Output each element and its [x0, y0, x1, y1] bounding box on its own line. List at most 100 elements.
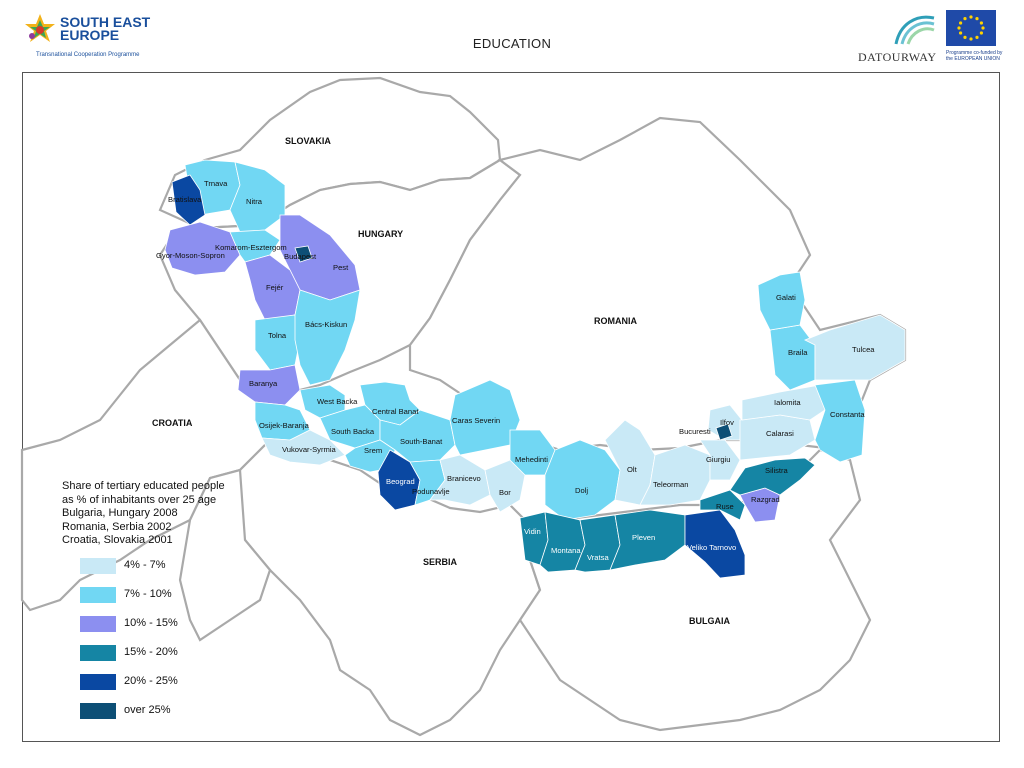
region-bratislava[interactable] [171, 174, 206, 226]
eu-stars-icon [957, 15, 985, 41]
legend-swatch [80, 703, 116, 719]
region-budapest[interactable] [294, 245, 313, 263]
region-baranya[interactable] [237, 364, 301, 406]
label-ialomita: Ialomita [774, 398, 801, 407]
legend-label: 7% - 10% [124, 588, 172, 600]
label-beograd: Beograd [386, 477, 415, 486]
label-mehedinti: Mehedinti [515, 455, 548, 464]
eu-caption: Programme co-funded by the EUROPEAN UNIO… [946, 50, 1003, 62]
label-constanta: Constanta [830, 410, 865, 419]
region-galati[interactable] [757, 271, 806, 331]
label-ilfov: Ilfov [720, 418, 734, 427]
label-silistra: Silistra [765, 466, 789, 475]
logo-title: SOUTH EAST EUROPE [60, 14, 151, 43]
label-olt: Olt [627, 465, 638, 474]
legend-label: 15% - 20% [124, 646, 178, 658]
country-label-bulgaria: BULGAIA [689, 616, 730, 626]
datourway-text: DATOURWAY [858, 50, 937, 64]
region-silistra[interactable] [729, 457, 816, 496]
country-label-serbia: SERBIA [423, 557, 458, 567]
label-nitra: Nitra [246, 197, 263, 206]
label-branicevo: Branicevo [447, 474, 481, 483]
region-bucuresti[interactable] [715, 423, 733, 441]
label-vratsa: Vratsa [587, 553, 609, 562]
country-label-hungary: HUNGARY [358, 229, 403, 239]
label-trnava: Trnava [204, 179, 228, 188]
label-vidin: Vidin [524, 527, 541, 536]
legend-swatch [80, 587, 116, 603]
label-montana: Montana [551, 546, 581, 555]
legend-label: over 25% [124, 704, 171, 716]
country-label-croatia: CROATIA [152, 418, 193, 428]
region-constanta[interactable] [814, 379, 866, 463]
legend-swatch [80, 645, 116, 661]
region-tulcea[interactable] [804, 314, 906, 381]
legend-label: 20% - 25% [124, 675, 178, 687]
swoosh-icon [894, 15, 935, 45]
label-galati: Galati [776, 293, 796, 302]
label-razgrad: Razgrad [751, 495, 780, 504]
eu-logo: Programme co-funded by the EUROPEAN UNIO… [946, 10, 1002, 62]
label-ruse: Ruse [716, 502, 734, 511]
region-veliko[interactable] [684, 509, 746, 579]
label-srem: Srem [364, 446, 382, 455]
country-labels: SLOVAKIA HUNGARY ROMANIA CROATIA SERBIA … [152, 136, 730, 626]
label-fejer: Fejér [266, 283, 284, 292]
label-komarom: Komarom-Esztergom [215, 243, 287, 252]
label-baranya: Baranya [249, 379, 278, 388]
country-label-romania: ROMANIA [594, 316, 637, 326]
star-logo-icon [25, 14, 55, 42]
region-dolj[interactable] [544, 439, 621, 521]
legend: Share of tertiary educated people as % o… [62, 480, 252, 719]
legend-swatch [80, 558, 116, 574]
label-podunavlje: Podunavlje [412, 487, 450, 496]
label-braila: Braila [788, 348, 808, 357]
region-mehedinti[interactable] [509, 429, 556, 476]
header: SOUTH EAST EUROPE Transnational Cooperat… [0, 0, 1024, 70]
label-teleorman: Teleorman [653, 480, 688, 489]
south-east-europe-logo: SOUTH EAST EUROPE Transnational Cooperat… [22, 12, 152, 64]
page-title: EDUCATION [472, 36, 552, 51]
legend-swatch [80, 674, 116, 690]
label-calarasi: Calarasi [766, 429, 794, 438]
region-ialomita[interactable] [741, 384, 826, 421]
legend-label: 10% - 15% [124, 617, 178, 629]
region-pleven[interactable] [609, 509, 686, 571]
label-caras: Caras Severin [452, 416, 500, 425]
datourway-logo: DATOURWAY [858, 10, 938, 64]
label-centralbanat: Central Banat [372, 407, 419, 416]
country-bosnia [178, 468, 272, 642]
legend-title: Share of tertiary educated people as % o… [62, 480, 225, 547]
region-branicevo[interactable] [429, 454, 491, 506]
logo-subtitle: Transnational Cooperation Programme [36, 52, 140, 58]
regions [164, 159, 906, 579]
label-vukovar: Vukovar-Syrmia [282, 445, 337, 454]
label-pest: Pest [333, 263, 349, 272]
region-gyor[interactable] [164, 221, 241, 276]
label-bor: Bor [499, 488, 511, 497]
label-southbanat: South-Banat [400, 437, 443, 446]
label-bacs: Bács-Kiskun [305, 320, 347, 329]
label-osijek: Osijek-Baranja [259, 421, 310, 430]
label-pleven: Pleven [632, 533, 655, 542]
label-southbacka: South Backa [331, 427, 375, 436]
label-veliko: Veliko Tarnovo [687, 543, 736, 552]
label-gyor: Gyor-Moson-Sopron [156, 251, 225, 260]
label-westbacka: West Backa [317, 397, 358, 406]
label-budapest: Budapest [284, 252, 317, 261]
label-tulcea: Tulcea [852, 345, 875, 354]
label-giurgiu: Giurgiu [706, 455, 730, 464]
legend-swatch [80, 616, 116, 632]
region-bacs[interactable] [294, 289, 361, 386]
country-label-slovakia: SLOVAKIA [285, 136, 331, 146]
label-bratislava: Bratislava [168, 195, 202, 204]
region-caras[interactable] [449, 379, 521, 456]
label-tolna: Tolna [268, 331, 287, 340]
map-frame [22, 72, 1000, 742]
region-labels: Bratislava Trnava Nitra Gyor-Moson-Sopro… [156, 179, 875, 562]
label-bucuresti: Bucuresti [679, 427, 711, 436]
legend-label: 4% - 7% [124, 559, 166, 571]
label-dolj: Dolj [575, 486, 588, 495]
eu-flag-icon [946, 10, 996, 46]
